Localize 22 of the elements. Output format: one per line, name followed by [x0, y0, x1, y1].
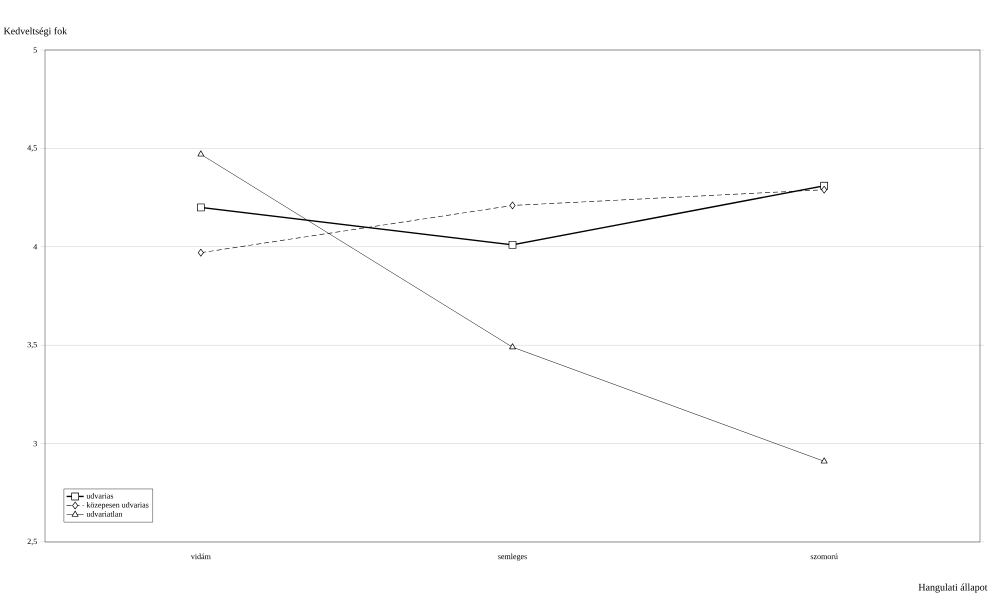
point: [509, 343, 516, 350]
point: [508, 240, 516, 249]
legend-label: udvarias: [86, 492, 114, 499]
point: [510, 202, 516, 210]
y-tick-label: 5: [34, 47, 37, 53]
y-tick-label: 3,5: [28, 342, 37, 348]
y-tick-label: 2,5: [28, 538, 37, 546]
point: [197, 150, 204, 156]
point: [196, 204, 205, 212]
x-tick-label: semleges: [498, 554, 527, 561]
y-axis-title: Kedveltségi fok: [4, 27, 68, 36]
x-tick-label: vidám: [190, 554, 211, 560]
y-tick-label: 4,5: [27, 145, 37, 152]
legend-label: udvariatlan: [86, 511, 122, 517]
point: [820, 457, 828, 464]
x-tick-label: szomorú: [810, 554, 838, 560]
y-tick-label: 4: [33, 244, 38, 250]
y-tick-label: 3: [34, 440, 37, 446]
point: [821, 186, 828, 194]
point: [198, 248, 204, 257]
x-axis-title: Hangulati állapot: [918, 584, 988, 593]
legend-label: közepesen udvarias: [86, 502, 149, 510]
